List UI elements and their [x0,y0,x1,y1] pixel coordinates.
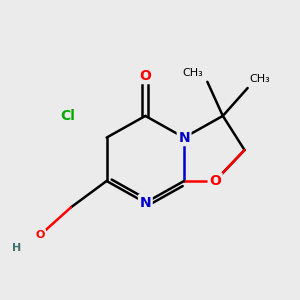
Text: CH₃: CH₃ [182,68,203,78]
Text: O: O [35,230,45,240]
Text: Cl: Cl [60,109,75,123]
Text: N: N [178,130,190,145]
Text: H: H [12,243,21,253]
Text: O: O [209,174,221,188]
Text: CH₃: CH₃ [249,74,270,84]
Text: N: N [140,196,151,210]
Text: O: O [140,69,151,82]
